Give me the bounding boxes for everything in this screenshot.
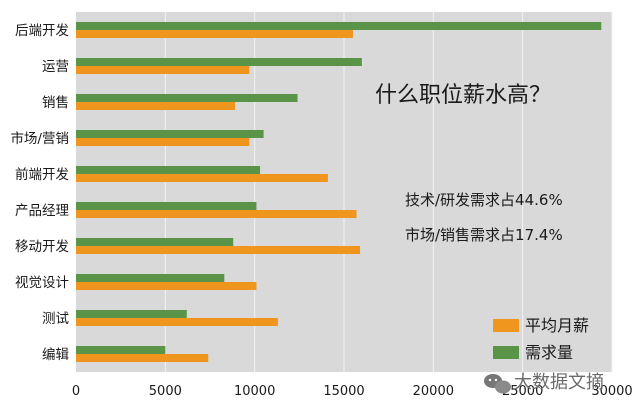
y-tick-label: 编辑 bbox=[42, 347, 69, 363]
bar-demand bbox=[76, 274, 225, 282]
annotation-market: 市场/销售需求占17.4% bbox=[405, 226, 563, 244]
bar-demand bbox=[76, 310, 187, 318]
wechat-icon bbox=[484, 374, 511, 394]
bar-salary bbox=[76, 174, 328, 182]
y-tick-label: 市场/营销 bbox=[10, 130, 69, 147]
y-tick-label: 视觉设计 bbox=[15, 275, 69, 291]
x-tick-label: 20000 bbox=[413, 384, 454, 399]
bar-salary bbox=[76, 318, 278, 326]
watermark-text: 大数据文摘 bbox=[514, 372, 604, 393]
x-tick-label: 5000 bbox=[149, 384, 182, 399]
annotation-tech: 技术/研发需求占44.6% bbox=[405, 191, 563, 209]
legend-label-demand: 需求量 bbox=[525, 343, 573, 362]
bars bbox=[76, 22, 602, 362]
bar-demand bbox=[76, 22, 602, 30]
y-tick-label: 前端开发 bbox=[15, 166, 69, 183]
bar-demand bbox=[76, 202, 257, 210]
y-tick-label: 销售 bbox=[42, 95, 69, 111]
y-tick-label: 移动开发 bbox=[15, 239, 69, 255]
x-tick-label: 0 bbox=[72, 384, 80, 399]
x-tick-label: 30000 bbox=[591, 384, 632, 399]
bar-salary bbox=[76, 66, 250, 74]
bar-salary bbox=[76, 354, 209, 362]
legend-swatch-demand bbox=[493, 346, 519, 359]
bar-salary bbox=[76, 210, 357, 218]
x-tick-label: 25000 bbox=[502, 384, 543, 399]
bar-demand bbox=[76, 166, 261, 174]
bar-salary bbox=[76, 138, 250, 146]
y-tick-label: 测试 bbox=[42, 311, 69, 327]
bar-demand bbox=[76, 130, 264, 138]
bar-salary bbox=[76, 30, 353, 38]
bar-salary bbox=[76, 282, 257, 290]
bar-demand bbox=[76, 238, 234, 246]
chart-title: 什么职位薪水高？ bbox=[375, 83, 551, 108]
x-tick-label: 15000 bbox=[323, 384, 364, 399]
legend: 平均月薪 需求量 bbox=[493, 316, 589, 362]
bar-salary bbox=[76, 102, 236, 110]
watermark: 大数据文摘 bbox=[484, 372, 604, 394]
bar-salary bbox=[76, 246, 361, 254]
bar-demand bbox=[76, 94, 298, 102]
bar-demand bbox=[76, 346, 166, 354]
y-tick-label: 运营 bbox=[42, 59, 69, 75]
legend-swatch-salary bbox=[493, 319, 519, 332]
y-tick-label: 产品经理 bbox=[15, 203, 69, 219]
legend-label-salary: 平均月薪 bbox=[525, 316, 589, 335]
bar-demand bbox=[76, 58, 362, 66]
y-tick-label: 后端开发 bbox=[15, 23, 69, 39]
x-axis-labels: 0 5000 10000 15000 20000 25000 30000 bbox=[72, 384, 633, 399]
x-tick-label: 10000 bbox=[234, 384, 275, 399]
